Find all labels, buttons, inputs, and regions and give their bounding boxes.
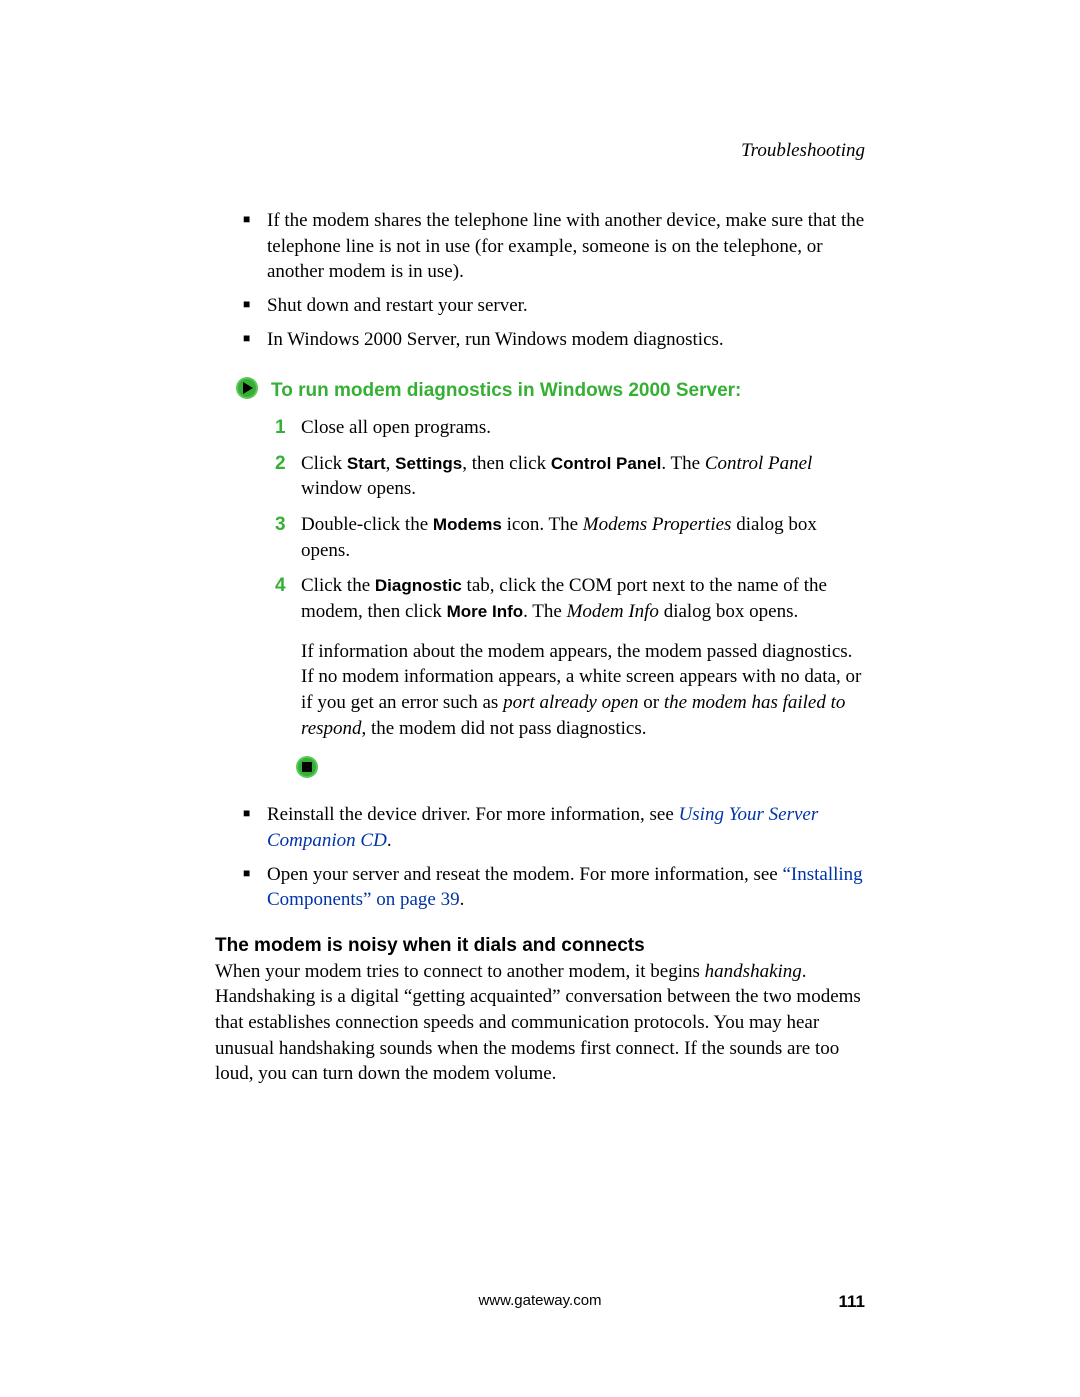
footer-url: www.gateway.com (215, 1292, 865, 1309)
step-paragraph: If information about the modem appears, … (301, 639, 865, 742)
list-item: Shut down and restart your server. (243, 293, 865, 319)
step-item: 1 Close all open programs. (275, 415, 865, 441)
ui-label: Diagnostic (375, 576, 462, 595)
play-triangle-icon (235, 376, 259, 405)
ui-label: Settings (395, 454, 462, 473)
italic-text: handshaking (705, 961, 802, 982)
step-text: Click the Diagnostic tab, click the COM … (301, 575, 827, 622)
italic-text: port already open (503, 692, 638, 713)
step-number: 2 (275, 451, 286, 477)
procedure-heading: To run modem diagnostics in Windows 2000… (271, 380, 741, 402)
list-item: If the modem shares the telephone line w… (243, 208, 865, 285)
page-number: 111 (839, 1292, 866, 1312)
ui-label: Start (347, 454, 386, 473)
step-number: 3 (275, 512, 286, 538)
procedure-heading-row: To run modem diagnostics in Windows 2000… (235, 376, 865, 405)
italic-text: Control Panel (705, 453, 813, 474)
numbered-steps: 1 Close all open programs. 2 Click Start… (275, 415, 865, 741)
document-page: Troubleshooting If the modem shares the … (0, 0, 1080, 1087)
step-number: 4 (275, 573, 286, 599)
end-of-procedure-icon (295, 755, 865, 784)
ui-label: More Info (447, 602, 524, 621)
top-bullet-list: If the modem shares the telephone line w… (243, 208, 865, 352)
italic-text: Modem Info (567, 601, 659, 622)
step-item: 4 Click the Diagnostic tab, click the CO… (275, 573, 865, 741)
step-number: 1 (275, 415, 286, 441)
step-item: 3 Double-click the Modems icon. The Mode… (275, 512, 865, 563)
italic-text: Modems Properties (583, 514, 732, 535)
bottom-bullet-list: Reinstall the device driver. For more in… (243, 802, 865, 913)
section-header: Troubleshooting (215, 140, 865, 162)
ui-label: Modems (433, 515, 502, 534)
list-item: In Windows 2000 Server, run Windows mode… (243, 327, 865, 353)
list-item: Open your server and reseat the modem. F… (243, 862, 865, 913)
page-footer: www.gateway.com 111 (0, 1292, 1080, 1309)
ui-label: Control Panel (551, 454, 662, 473)
body-paragraph: When your modem tries to connect to anot… (215, 959, 865, 1087)
step-text: Double-click the Modems icon. The Modems… (301, 514, 817, 561)
step-item: 2 Click Start, Settings, then click Cont… (275, 451, 865, 502)
step-text: Click Start, Settings, then click Contro… (301, 453, 812, 500)
list-item: Reinstall the device driver. For more in… (243, 802, 865, 853)
step-text: Close all open programs. (301, 417, 491, 438)
sub-heading: The modem is noisy when it dials and con… (215, 935, 865, 957)
